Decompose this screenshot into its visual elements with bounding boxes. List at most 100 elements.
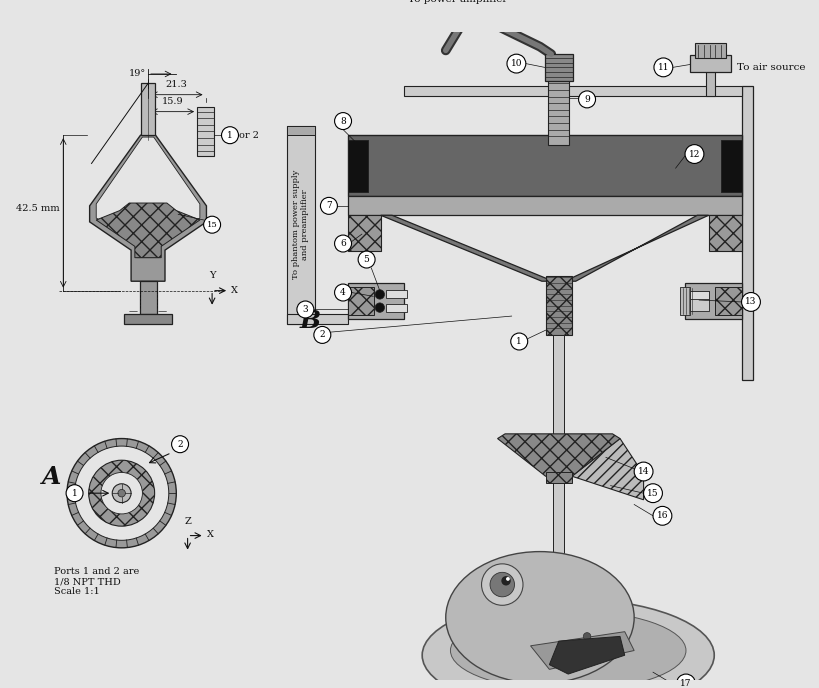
Text: 3: 3 [302, 305, 308, 314]
Polygon shape [497, 434, 619, 476]
Circle shape [505, 577, 509, 581]
Text: Ports 1 and 2 are
1/8 NPT THD
Scale 1:1: Ports 1 and 2 are 1/8 NPT THD Scale 1:1 [54, 567, 139, 596]
Circle shape [334, 284, 351, 301]
Circle shape [358, 251, 374, 268]
Polygon shape [96, 137, 200, 258]
Text: 21.3: 21.3 [165, 80, 188, 89]
Text: 17: 17 [680, 679, 691, 688]
Text: A: A [42, 465, 61, 488]
Circle shape [652, 506, 671, 525]
Text: Z: Z [184, 517, 192, 526]
Circle shape [633, 462, 652, 481]
Circle shape [88, 460, 155, 526]
Bar [386, 304, 406, 312]
Text: 16: 16 [656, 511, 667, 520]
Text: or 2: or 2 [239, 131, 259, 140]
Bar [404, 86, 740, 96]
Bar [553, 476, 563, 566]
Text: To phantom power supply
and preamplifier: To phantom power supply and preamplifier [292, 170, 309, 279]
Bar [705, 65, 714, 96]
Circle shape [334, 235, 351, 252]
Circle shape [118, 489, 125, 497]
Text: 13: 13 [744, 297, 756, 306]
Ellipse shape [450, 610, 686, 688]
Text: 4: 4 [340, 288, 346, 297]
Circle shape [334, 113, 351, 129]
Circle shape [221, 127, 238, 144]
Bar [347, 215, 380, 251]
Text: 11: 11 [657, 63, 668, 72]
Polygon shape [96, 203, 200, 258]
Text: 14: 14 [637, 467, 649, 476]
Text: 42.5 mm: 42.5 mm [16, 204, 60, 213]
Bar [545, 471, 572, 483]
Bar [714, 287, 740, 315]
Polygon shape [549, 636, 624, 674]
Polygon shape [563, 215, 708, 281]
Bar [347, 136, 740, 197]
Text: 1: 1 [516, 337, 522, 346]
Bar [286, 126, 314, 323]
Text: 6: 6 [340, 239, 346, 248]
Circle shape [490, 572, 514, 596]
Polygon shape [572, 438, 643, 499]
Text: 12: 12 [688, 149, 699, 158]
Circle shape [510, 333, 527, 350]
Circle shape [506, 54, 525, 73]
Ellipse shape [446, 552, 633, 683]
Text: — 6.1 —: — 6.1 — [129, 308, 167, 316]
Text: X: X [231, 286, 238, 294]
Bar [680, 287, 689, 315]
Circle shape [578, 91, 595, 108]
Polygon shape [380, 215, 553, 281]
Bar [141, 83, 155, 136]
Bar [544, 54, 572, 80]
Text: Y: Y [209, 271, 215, 281]
Circle shape [500, 576, 510, 585]
Bar [286, 126, 314, 136]
Circle shape [112, 484, 131, 503]
Circle shape [684, 144, 703, 164]
Text: 15: 15 [646, 488, 658, 497]
Bar [689, 55, 731, 72]
Circle shape [320, 197, 337, 215]
Circle shape [374, 303, 384, 312]
Text: 5: 5 [363, 255, 369, 264]
Circle shape [101, 473, 143, 514]
Circle shape [374, 290, 384, 299]
Text: 15.9: 15.9 [161, 97, 183, 106]
Polygon shape [530, 632, 633, 669]
Bar [689, 290, 708, 299]
Bar [347, 140, 368, 192]
Text: 2: 2 [177, 440, 183, 449]
Bar [548, 80, 568, 144]
Bar [286, 314, 347, 323]
Circle shape [203, 216, 220, 233]
Text: To power amplifier: To power amplifier [408, 0, 507, 4]
Text: 8: 8 [340, 116, 346, 126]
Text: 19°: 19° [129, 69, 146, 78]
Circle shape [481, 564, 523, 605]
Circle shape [653, 58, 672, 77]
Circle shape [582, 633, 590, 640]
Text: 10: 10 [510, 59, 522, 68]
Text: 7: 7 [326, 202, 332, 211]
Text: 15: 15 [206, 221, 217, 228]
Circle shape [314, 326, 330, 343]
Bar [689, 290, 708, 312]
Text: X: X [206, 530, 213, 539]
Text: B: B [300, 310, 320, 333]
Circle shape [66, 485, 83, 502]
Bar [347, 197, 740, 215]
Circle shape [75, 446, 169, 540]
Ellipse shape [422, 599, 713, 688]
Circle shape [676, 674, 695, 688]
Bar [347, 287, 373, 315]
Bar [740, 86, 752, 380]
Text: 2: 2 [319, 330, 325, 339]
Bar [720, 140, 740, 192]
Bar [124, 314, 171, 323]
Bar [695, 43, 725, 58]
Bar [708, 215, 740, 251]
Bar [553, 335, 563, 438]
